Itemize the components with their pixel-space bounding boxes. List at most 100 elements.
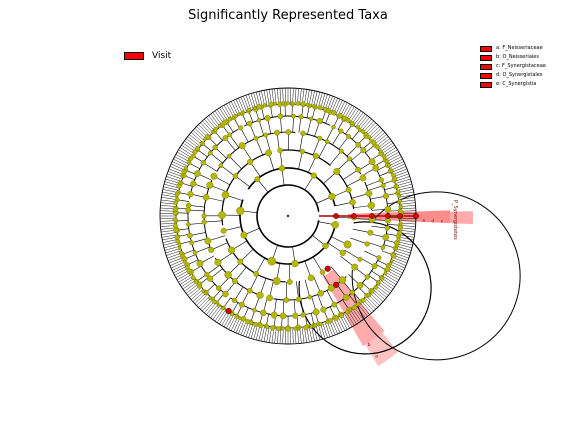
leaf-spoke bbox=[210, 305, 220, 319]
tree-node bbox=[371, 140, 377, 146]
tree-branch bbox=[220, 165, 236, 177]
leaf-spoke bbox=[385, 272, 399, 281]
tree-node bbox=[380, 183, 386, 189]
tree-node bbox=[192, 250, 198, 256]
tree-branch bbox=[265, 134, 271, 153]
tree-node bbox=[245, 319, 251, 325]
clade-legend-label: b: O_Neisseriales bbox=[496, 54, 539, 60]
tree-node bbox=[277, 113, 284, 120]
leaf-spoke bbox=[331, 97, 338, 112]
tree-node bbox=[222, 119, 228, 125]
tree-node bbox=[345, 310, 350, 315]
leaf-spoke bbox=[189, 134, 202, 145]
tree-branch bbox=[367, 242, 384, 248]
tree-node bbox=[392, 176, 398, 182]
leaf-spoke bbox=[395, 250, 410, 256]
tree-node bbox=[339, 313, 344, 319]
tree-node bbox=[291, 113, 296, 119]
leaf-spoke bbox=[250, 93, 256, 108]
tree-branch bbox=[255, 138, 264, 156]
leaf-spoke bbox=[277, 328, 279, 344]
tree-node bbox=[175, 238, 181, 244]
leaf-spoke bbox=[400, 207, 416, 210]
tree-node bbox=[325, 108, 331, 113]
leaf-spoke bbox=[230, 317, 238, 331]
tree-node bbox=[383, 271, 388, 276]
leaf-spoke bbox=[350, 109, 360, 123]
highlight-node bbox=[397, 213, 403, 219]
tree-node bbox=[187, 191, 194, 198]
leaf-spoke bbox=[400, 220, 416, 222]
leaf-spoke bbox=[308, 90, 313, 106]
leaf-spoke bbox=[190, 289, 203, 300]
tree-node bbox=[342, 294, 350, 301]
tree-node bbox=[390, 258, 394, 263]
tree-node bbox=[371, 263, 378, 270]
leaf-spoke bbox=[392, 168, 408, 175]
tree-branch bbox=[240, 127, 249, 143]
leaf-spoke bbox=[390, 161, 404, 169]
leaf-spoke bbox=[235, 319, 243, 334]
leaf-spoke bbox=[266, 89, 270, 105]
tree-branch bbox=[292, 116, 294, 133]
leaf-spoke bbox=[398, 239, 414, 243]
leaf-spoke bbox=[400, 205, 416, 207]
leaf-spoke bbox=[162, 236, 178, 241]
highlight-node bbox=[225, 307, 232, 315]
tree-node bbox=[230, 312, 234, 316]
leaf-spoke bbox=[194, 128, 206, 139]
tree-node bbox=[378, 149, 383, 154]
leaf-spoke bbox=[179, 276, 193, 285]
tree-branch bbox=[179, 240, 192, 245]
tree-node bbox=[299, 149, 305, 155]
leaf-spoke bbox=[169, 259, 184, 266]
tree-branch bbox=[258, 120, 264, 136]
leaf-spoke bbox=[196, 294, 208, 306]
leaf-spoke bbox=[342, 314, 350, 329]
leaf-spoke bbox=[274, 328, 277, 344]
tree-node bbox=[270, 325, 276, 331]
leaf-spoke bbox=[202, 120, 213, 133]
tree-node bbox=[190, 180, 197, 187]
leaf-spoke bbox=[206, 117, 217, 130]
tree-node bbox=[217, 123, 222, 128]
leaf-spoke bbox=[204, 301, 215, 314]
tree-node bbox=[298, 114, 304, 120]
tree-node bbox=[356, 302, 361, 307]
leaf-spoke bbox=[184, 140, 197, 150]
leaf-spoke bbox=[371, 291, 384, 302]
tree-branch bbox=[307, 118, 312, 135]
tree-node bbox=[397, 194, 402, 199]
leaf-spoke bbox=[243, 321, 249, 337]
leaf-spoke bbox=[395, 176, 410, 182]
tree-node bbox=[206, 181, 214, 189]
tree-node bbox=[351, 305, 357, 310]
tree-node bbox=[227, 132, 233, 138]
leaf-spoke bbox=[185, 284, 199, 294]
leaf-spoke bbox=[361, 118, 372, 131]
leaf-spoke bbox=[216, 309, 226, 323]
tree-branch bbox=[228, 155, 242, 170]
clade-legend-entry-d: d: O_Synergistales bbox=[480, 71, 546, 80]
tree-nodes bbox=[172, 101, 419, 332]
leaf-spoke bbox=[359, 117, 370, 130]
tree-node bbox=[387, 163, 391, 168]
leaf-spoke bbox=[389, 266, 403, 274]
tree-branch bbox=[255, 257, 266, 274]
leaf-spoke bbox=[189, 287, 202, 298]
tree-node bbox=[281, 101, 285, 105]
clade-swatch bbox=[480, 54, 492, 61]
tree-node bbox=[394, 247, 398, 251]
tree-node bbox=[373, 285, 378, 290]
tree-node bbox=[331, 124, 336, 130]
tree-node bbox=[279, 312, 287, 320]
taxonomy-arc bbox=[278, 149, 331, 166]
tree-node bbox=[360, 147, 367, 154]
clade-swatch bbox=[480, 45, 492, 52]
tree-node bbox=[378, 177, 384, 183]
tree-node bbox=[337, 112, 343, 119]
leaf-spoke bbox=[297, 88, 299, 104]
leaf-spoke bbox=[204, 118, 215, 131]
leaf-spoke bbox=[331, 320, 338, 335]
leaf-spoke bbox=[324, 95, 331, 110]
